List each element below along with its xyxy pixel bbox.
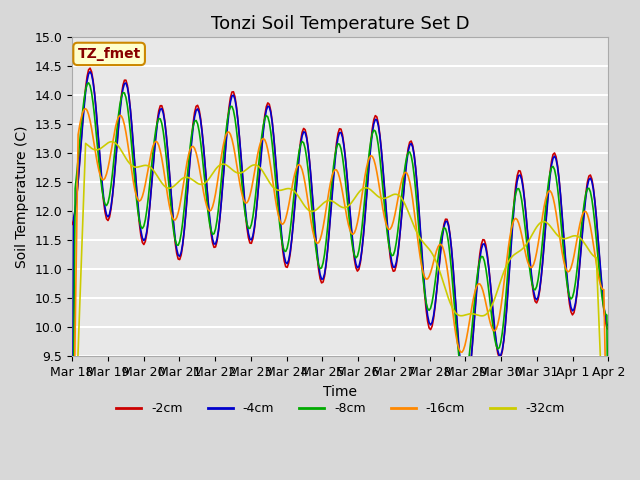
Y-axis label: Soil Temperature (C): Soil Temperature (C) — [15, 126, 29, 268]
Title: Tonzi Soil Temperature Set D: Tonzi Soil Temperature Set D — [211, 15, 470, 33]
X-axis label: Time: Time — [323, 384, 357, 398]
Text: TZ_fmet: TZ_fmet — [77, 47, 141, 61]
Legend: -2cm, -4cm, -8cm, -16cm, -32cm: -2cm, -4cm, -8cm, -16cm, -32cm — [111, 397, 570, 420]
